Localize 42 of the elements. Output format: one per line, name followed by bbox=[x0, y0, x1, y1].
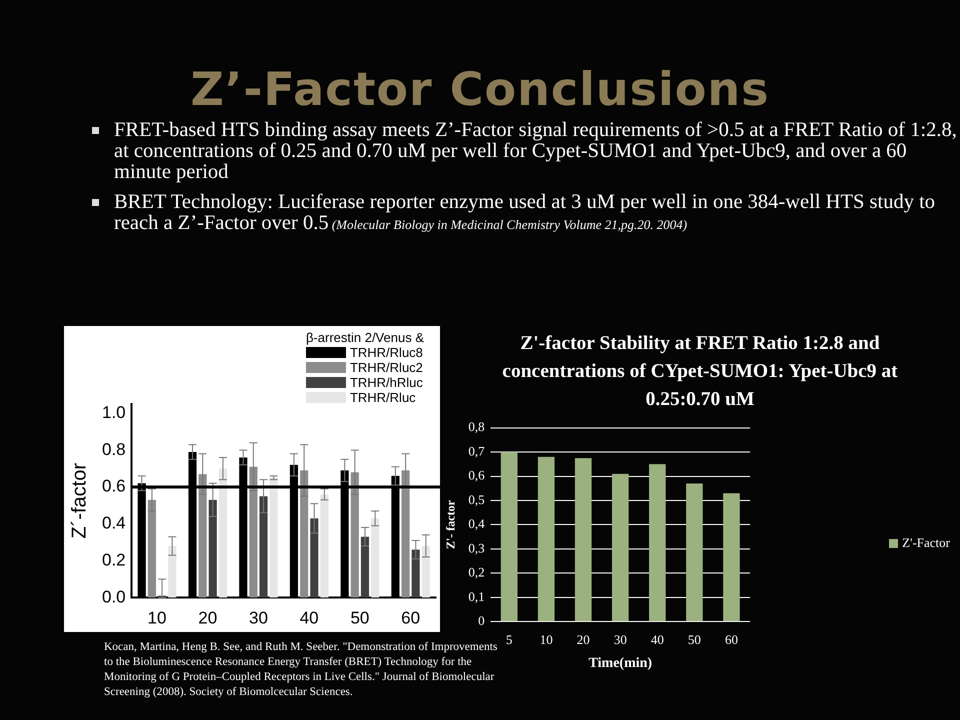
x-tick-label: 40 bbox=[650, 632, 664, 647]
y-tick-label: 0.6 bbox=[102, 476, 126, 496]
y-tick-label: 0,6 bbox=[468, 468, 486, 483]
x-tick-label: 10 bbox=[540, 632, 553, 647]
y-tick-label: 0,4 bbox=[468, 516, 486, 532]
x-tick-label: 60 bbox=[724, 632, 738, 647]
legend-label: TRHR/Rluc2 bbox=[350, 360, 423, 375]
legend-title: β-arrestin 2/Venus & bbox=[306, 330, 424, 345]
x-tick-label: 50 bbox=[688, 632, 701, 647]
x-tick-label: 5 bbox=[506, 632, 512, 647]
chart-title: Z'-factor Stability at FRET Ratio 1:2.8 and concentrations of CYpet-SUMO1: Ypet-Ubc9 at 0.25:0.70 uM bbox=[501, 332, 899, 412]
x-tick-label: 30 bbox=[248, 608, 268, 628]
y-tick-label: 0,5 bbox=[468, 492, 485, 507]
x-tick-label: 30 bbox=[614, 632, 627, 647]
y-tick-label: 0.8 bbox=[102, 440, 126, 459]
legend-label: Z'-Factor bbox=[902, 535, 950, 551]
y-tick-label: 0,3 bbox=[468, 540, 485, 556]
x-tick-label: 10 bbox=[148, 608, 166, 628]
x-tick-label: 20 bbox=[198, 608, 218, 628]
x-tick-label: 50 bbox=[350, 608, 370, 628]
y-tick-label: 1.0 bbox=[102, 402, 126, 422]
y-tick-label: 0.2 bbox=[102, 550, 126, 570]
text: Kocan, Martina, Heng B. See, and Ruth M. Seeber. "Demonstration of Improvements to the Bioluminescence Resonance Energy Transfer (BRET) Technology for the Monitoring of G Protein–Coupled Receptors in Live Cells." Journal of Biomolecular Screening (2008). Society of Biomolcecular Sciences. bbox=[104, 640, 498, 700]
legend-label: TRHR/hRluc bbox=[350, 375, 423, 390]
text: Z’-Factor Conclusions bbox=[189, 62, 771, 116]
legend-label: TRHR/Rluc8 bbox=[350, 345, 423, 360]
x-tick-label: 20 bbox=[576, 632, 590, 647]
y-tick-label: 0,2 bbox=[468, 564, 485, 580]
y-tick-label: 0.0 bbox=[102, 587, 126, 606]
text: (Molecular Biology in Medicinal Chemistry Volume 21,pg.20. 2004) bbox=[330, 217, 688, 232]
legend-label: TRHR/Rluc bbox=[350, 390, 416, 405]
y-tick-label: 0,1 bbox=[468, 588, 485, 604]
x-tick-label: 40 bbox=[300, 608, 319, 628]
y-tick-label: 0,7 bbox=[468, 443, 486, 458]
y-axis-title: Z'- factor bbox=[443, 500, 458, 550]
x-tick-label: 60 bbox=[401, 608, 420, 628]
y-axis-title: Z´-factor bbox=[68, 462, 91, 539]
y-tick-label: 0,8 bbox=[468, 419, 485, 434]
x-axis-title: Time(min) bbox=[588, 656, 652, 672]
y-tick-label: 0.4 bbox=[102, 514, 126, 533]
y-tick-label: 0 bbox=[478, 613, 485, 628]
text: FRET-based HTS binding assay meets Z’-Factor signal requirements of >0.5 at a FRET Ratio of 1:2.8, at concentrations of 0.25 and 0.70 uM per well for Cypet-SUMO1 and Ypet-Ubc9, and over a 60 minute period bbox=[114, 119, 958, 183]
